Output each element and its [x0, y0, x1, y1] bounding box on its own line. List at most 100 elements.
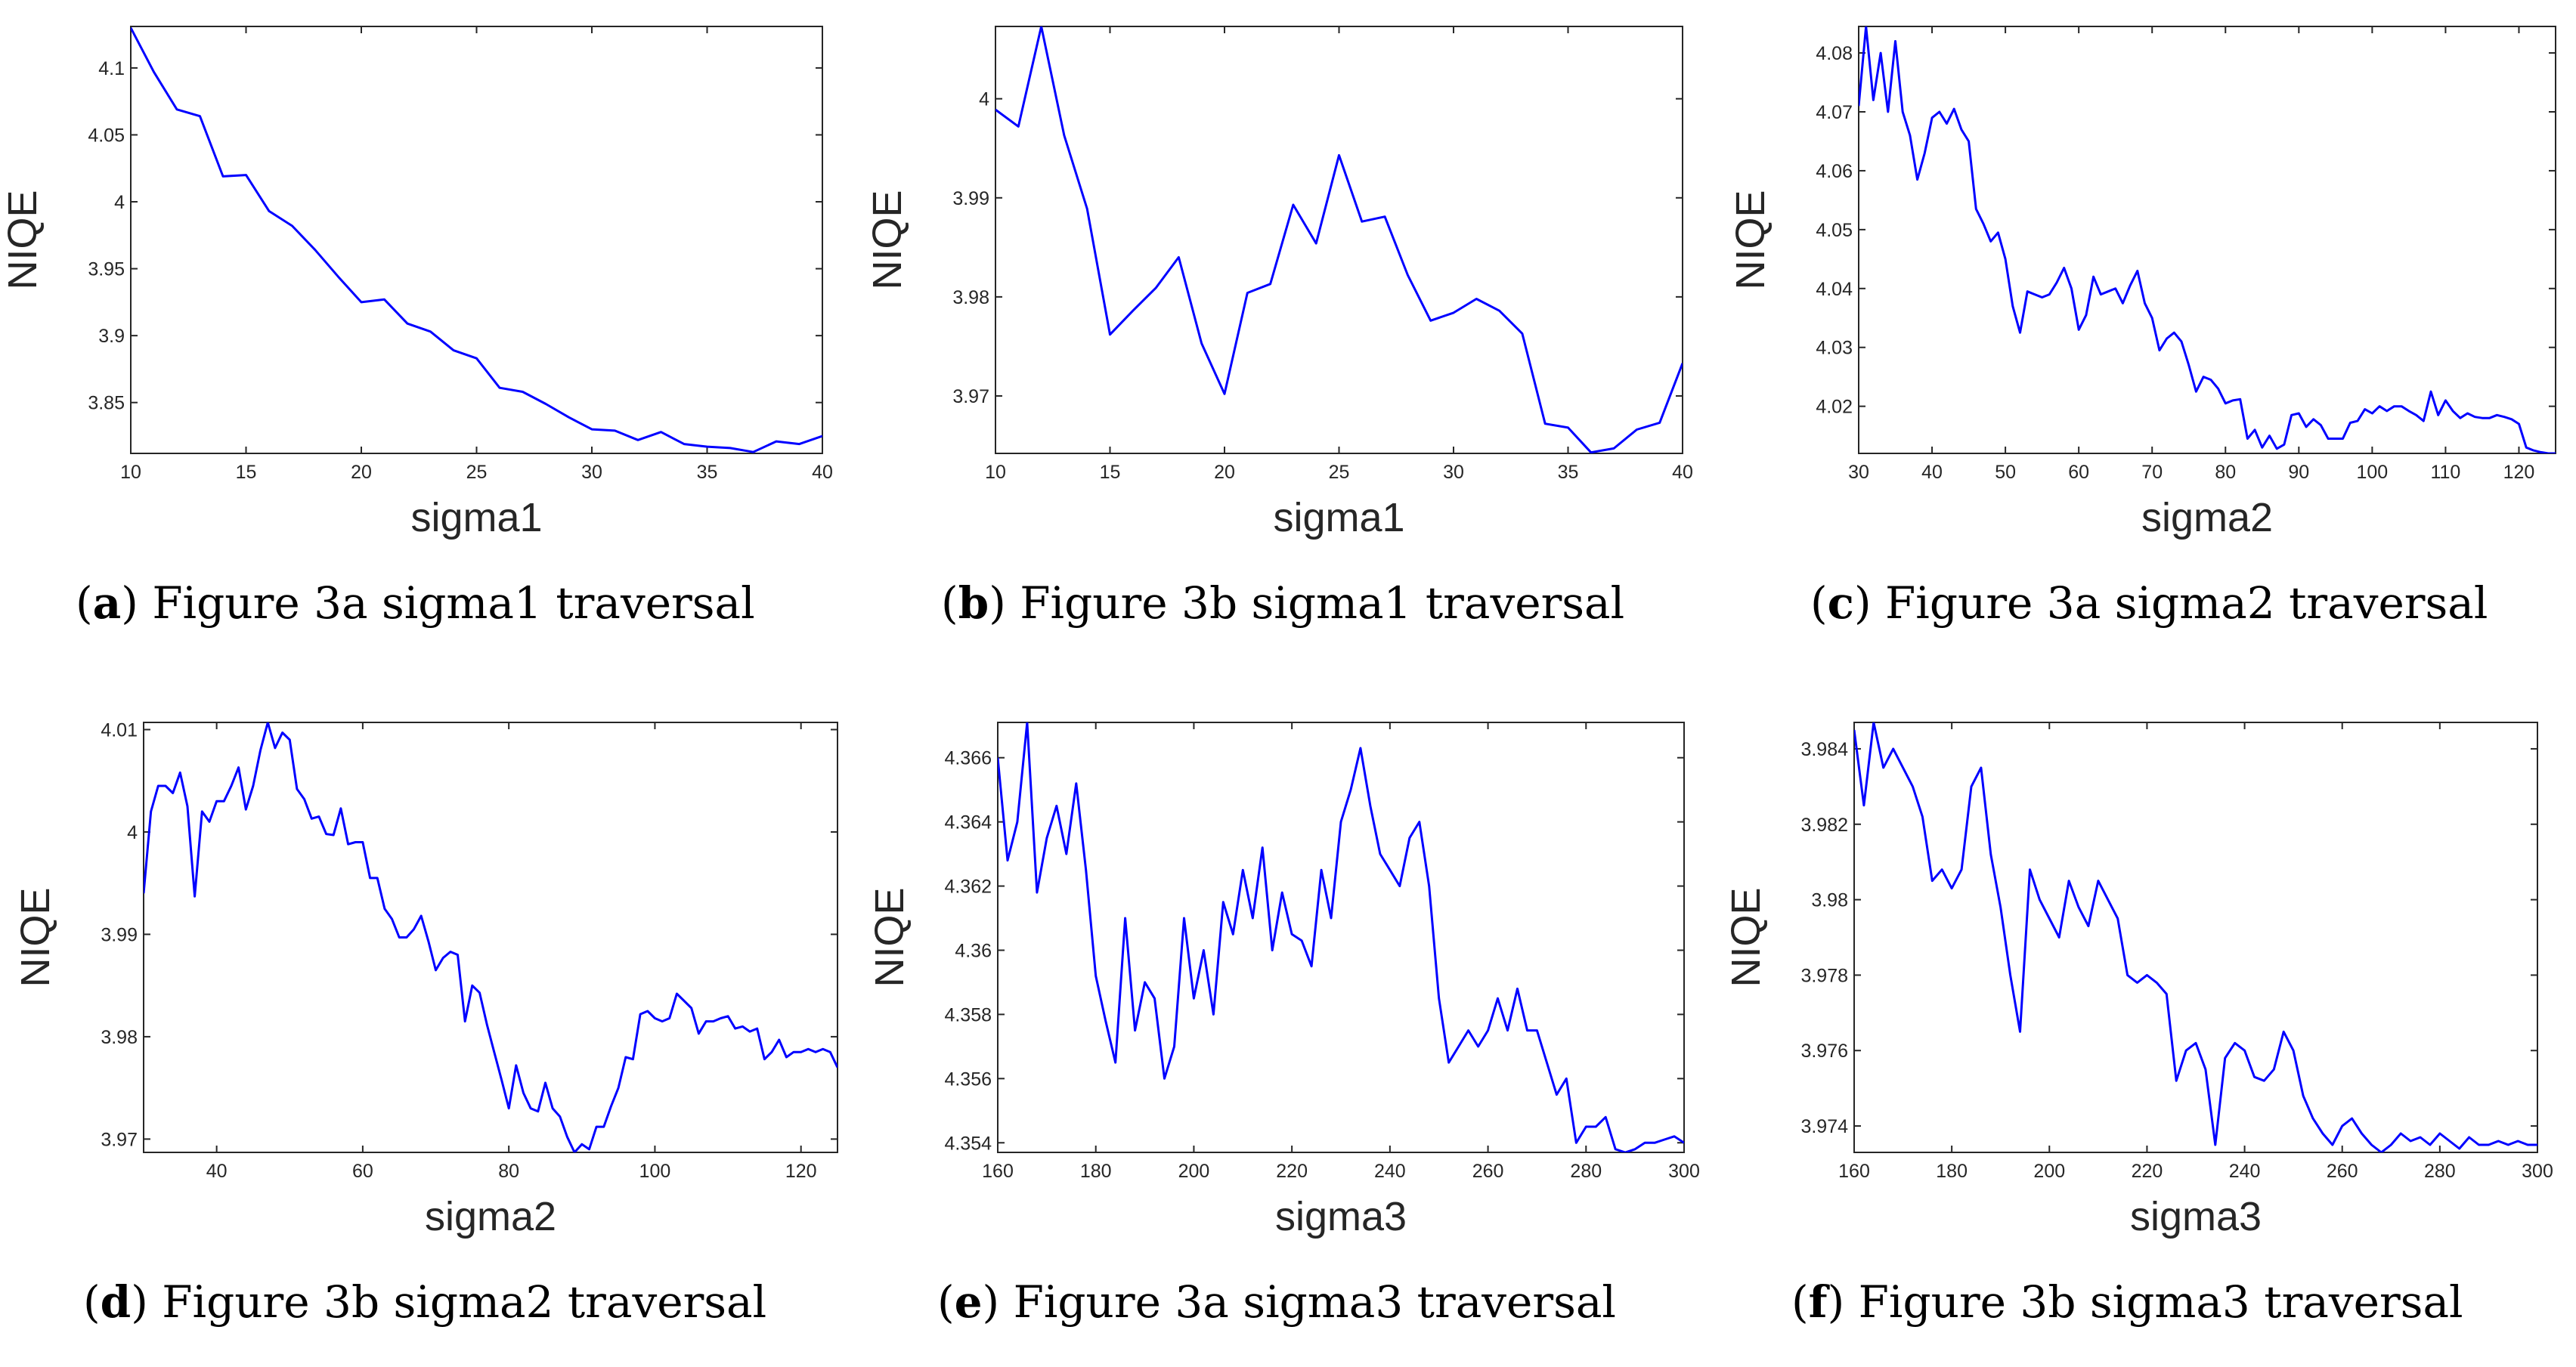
series-line-b-0: [995, 26, 1683, 453]
caption-title: Figure 3b sigma3 traversal: [1859, 1276, 2463, 1328]
chart-panel-e: 160 180 200 220 240 260 280 300 4.354 4.356 4.358 4…: [867, 722, 1700, 1328]
plot-frame-c: [1858, 26, 2556, 454]
series-line-c-0: [1859, 26, 2556, 453]
caption-letter: f: [1809, 1276, 1831, 1328]
x-tick-label: 300: [1668, 1161, 1700, 1182]
x-tick-label: 40: [206, 1161, 228, 1182]
x-tick-label: 80: [2215, 462, 2236, 483]
x-tick-label: 25: [1329, 462, 1350, 483]
x-tick-label: 20: [1214, 462, 1235, 483]
x-tick-label: 35: [697, 462, 718, 483]
series-line-d-0: [144, 722, 838, 1152]
caption-c: (c) Figure 3a sigma2 traversal: [1810, 577, 2488, 629]
x-tick-label: 240: [1374, 1161, 1406, 1182]
series-line-f-0: [1854, 722, 2537, 1152]
x-tick-label: 40: [1921, 462, 1943, 483]
x-tick-label: 30: [1848, 462, 1869, 483]
caption-b: (b) Figure 3b sigma1 traversal: [941, 577, 1624, 629]
x-axis-label: sigma2: [425, 1194, 556, 1239]
caption-letter: e: [955, 1276, 983, 1328]
x-tick-label: 10: [120, 462, 141, 483]
x-tick-label: 200: [1178, 1161, 1210, 1182]
x-tick-label: 260: [1472, 1161, 1504, 1182]
caption-title: Figure 3a sigma2 traversal: [1885, 577, 2488, 629]
x-tick-label: 120: [785, 1161, 817, 1182]
x-axis-label: sigma1: [1273, 495, 1404, 540]
x-tick-label: 40: [812, 462, 833, 483]
y-axis-label: NIQE: [867, 887, 912, 987]
caption-paren-open: (: [83, 1276, 101, 1328]
x-tick-label: 15: [1100, 462, 1121, 483]
y-tick-label: 4.04: [1816, 279, 1853, 300]
caption-title: Figure 3b sigma1 traversal: [1020, 577, 1624, 629]
y-tick-label: 3.99: [952, 188, 989, 209]
y-tick-label: 4.362: [944, 877, 992, 898]
y-tick-label: 3.98: [101, 1027, 138, 1048]
x-tick-label: 280: [2424, 1161, 2456, 1182]
y-tick-label: 4.03: [1816, 338, 1853, 359]
chart-panel-a: 10 15 20 25 30 35 40 3.85 3.9 3.95 4 4.05 4.1 sigma1 N…: [0, 26, 833, 629]
caption-paren-open: (: [76, 577, 93, 629]
caption-d: (d) Figure 3b sigma2 traversal: [83, 1276, 766, 1328]
plot-frame-b: [995, 26, 1683, 454]
caption-letter: d: [101, 1276, 132, 1328]
y-axis-label: NIQE: [865, 190, 910, 289]
y-tick-label: 3.974: [1800, 1116, 1848, 1137]
y-tick-label: 4.05: [88, 125, 125, 146]
y-tick-label: 4.354: [944, 1133, 992, 1154]
x-tick-label: 120: [2503, 462, 2535, 483]
y-tick-label: 4.01: [101, 719, 138, 741]
y-tick-label: 4.366: [944, 748, 992, 769]
caption-f: (f) Figure 3b sigma3 traversal: [1791, 1276, 2463, 1328]
x-tick-label: 80: [498, 1161, 519, 1182]
y-tick-label: 3.97: [952, 386, 989, 407]
y-tick-label: 3.97: [101, 1129, 138, 1150]
y-tick-label: 3.9: [98, 326, 125, 347]
y-tick-label: 4.36: [955, 940, 992, 961]
x-tick-label: 90: [2288, 462, 2309, 483]
caption-title: Figure 3b sigma2 traversal: [162, 1276, 766, 1328]
caption-paren-close: ): [983, 1276, 1014, 1328]
x-tick-label: 160: [1838, 1161, 1870, 1182]
chart-panel-f: 160 180 200 220 240 260 280 300 3.974 3.976 3.978 3…: [1723, 722, 2553, 1328]
caption-paren-close: ): [1854, 577, 1885, 629]
y-tick-label: 4: [127, 822, 138, 843]
y-tick-label: 3.95: [88, 259, 125, 280]
x-tick-label: 220: [2132, 1161, 2163, 1182]
x-tick-label: 15: [236, 462, 257, 483]
x-tick-label: 300: [2522, 1161, 2553, 1182]
caption-paren-open: (: [941, 577, 958, 629]
caption-title: Figure 3a sigma3 traversal: [1014, 1276, 1616, 1328]
caption-paren-open: (: [1810, 577, 1828, 629]
y-tick-label: 3.99: [101, 924, 138, 945]
y-axis-label: NIQE: [1723, 887, 1769, 987]
x-tick-label: 25: [466, 462, 488, 483]
x-tick-label: 200: [2033, 1161, 2065, 1182]
y-tick-label: 4.364: [944, 812, 992, 833]
y-tick-label: 3.982: [1800, 815, 1848, 836]
x-tick-label: 30: [581, 462, 602, 483]
y-tick-label: 3.976: [1800, 1041, 1848, 1062]
x-tick-label: 100: [639, 1161, 671, 1182]
y-tick-label: 4.02: [1816, 397, 1853, 418]
plot-frame-d: [143, 722, 838, 1153]
y-axis-label: NIQE: [1728, 190, 1773, 289]
y-tick-label: 4.356: [944, 1069, 992, 1090]
x-tick-label: 180: [1936, 1161, 1968, 1182]
x-tick-label: 280: [1570, 1161, 1602, 1182]
y-tick-label: 4.07: [1816, 102, 1853, 123]
x-tick-label: 10: [985, 462, 1006, 483]
x-tick-label: 60: [2068, 462, 2089, 483]
caption-paren-open: (: [1791, 1276, 1809, 1328]
x-tick-label: 30: [1443, 462, 1464, 483]
y-tick-label: 4.1: [98, 58, 125, 79]
caption-letter: b: [958, 577, 989, 629]
x-tick-label: 220: [1276, 1161, 1308, 1182]
x-tick-label: 110: [2430, 462, 2460, 483]
x-tick-label: 240: [2229, 1161, 2261, 1182]
plot-frame-a: [130, 26, 823, 454]
y-tick-label: 4.06: [1816, 161, 1853, 182]
plot-frame-e: [997, 722, 1685, 1153]
y-tick-label: 3.984: [1800, 739, 1848, 760]
caption-e: (e) Figure 3a sigma3 traversal: [937, 1276, 1616, 1328]
